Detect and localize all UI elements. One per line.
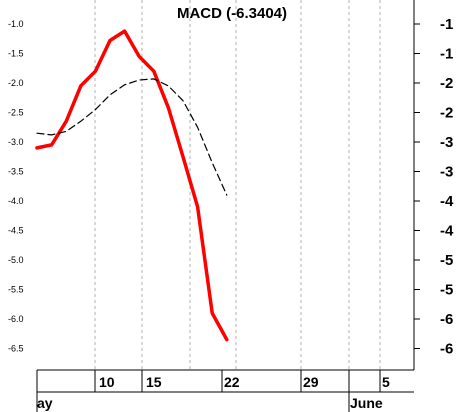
right-tick-label: -2	[440, 75, 453, 92]
right-tick-label: -4	[440, 193, 454, 210]
chart-title: MACD (-6.3404)	[177, 5, 287, 22]
left-tick-label: -4.5	[8, 226, 24, 236]
day-tick-label: 29	[303, 374, 319, 390]
day-tick-label: 22	[224, 374, 240, 390]
left-tick-label: -1.0	[8, 19, 24, 29]
left-tick-label: -1.5	[8, 49, 24, 59]
right-tick-label: -1	[440, 46, 453, 63]
left-tick-label: -6.0	[8, 314, 24, 324]
day-tick-label: 10	[99, 374, 115, 390]
left-tick-label: -5.5	[8, 285, 24, 295]
left-tick-label: -5.0	[8, 255, 24, 265]
right-tick-label: -2	[440, 105, 453, 122]
left-tick-label: -2.5	[8, 108, 24, 118]
left-tick-label: -6.5	[8, 344, 24, 354]
right-tick-label: -4	[440, 223, 454, 240]
axes: -1.0 -1.5 -2.0 -2.5 -3.0 -3.5 -4.0 -4.5 -5.0 -5.5…	[8, 0, 454, 412]
left-tick-label: -3.5	[8, 167, 24, 177]
day-tick-label: 5	[382, 374, 390, 390]
right-tick-label: -3	[440, 164, 453, 181]
macd-line	[35, 29, 229, 342]
right-tick-label: -1	[440, 16, 453, 33]
right-tick-label: -5	[440, 282, 453, 299]
plot-area	[0, 0, 414, 370]
signal-line	[36, 78, 228, 196]
month-label: June	[350, 395, 383, 411]
left-tick-label: -2.0	[8, 78, 24, 88]
right-tick-label: -3	[440, 134, 453, 151]
left-tick-label: -4.0	[8, 196, 24, 206]
left-tick-label: -3.0	[8, 137, 24, 147]
right-tick-label: -6	[440, 341, 453, 358]
day-tick-label: 15	[146, 374, 162, 390]
right-tick-label: -6	[440, 311, 453, 328]
month-label: ay	[37, 395, 53, 411]
right-tick-label: -5	[440, 252, 453, 269]
series-group	[35, 29, 229, 342]
